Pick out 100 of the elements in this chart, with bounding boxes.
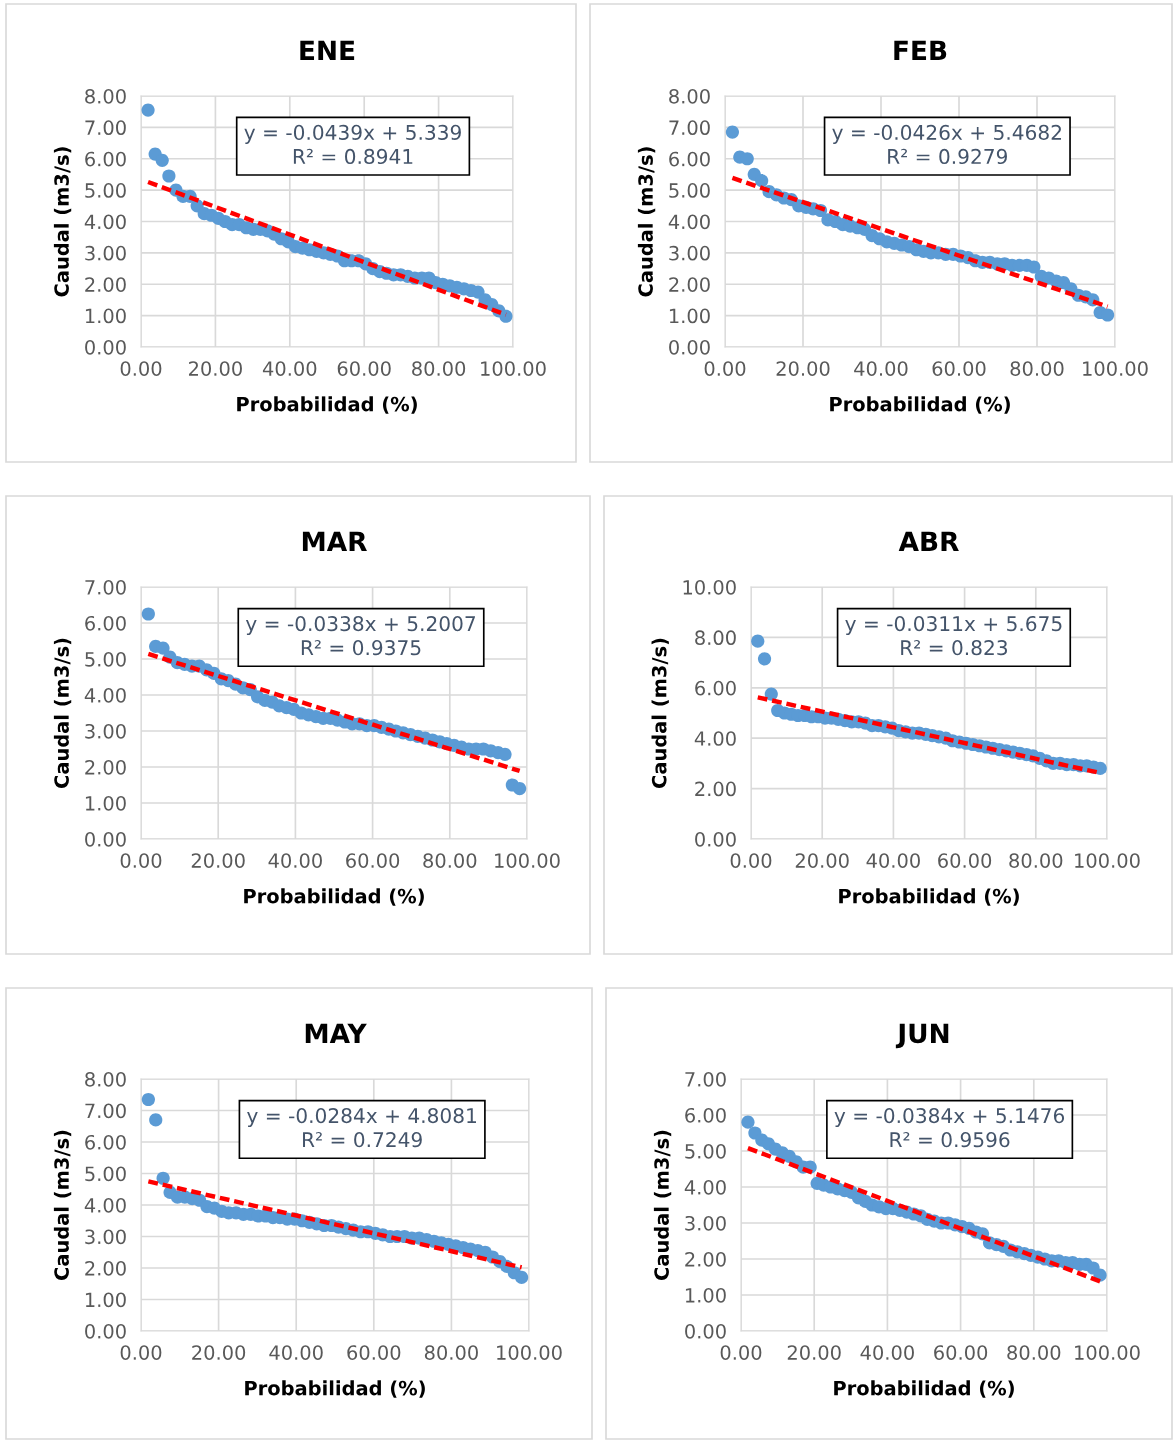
x-tick-label: 40.00 bbox=[860, 1345, 914, 1360]
y-tick-label: 8.00 bbox=[669, 88, 710, 104]
x-tick-label: 20.00 bbox=[787, 1345, 841, 1360]
y-tick-label: 3.00 bbox=[685, 1215, 726, 1231]
annotation: y = -0.0311x + 5.675 R² = 0.823 bbox=[845, 615, 1062, 656]
x-tick-label: 60.00 bbox=[346, 853, 400, 868]
y-tick-label: 7.00 bbox=[85, 1103, 126, 1119]
y-tick-label: 5.00 bbox=[669, 183, 710, 198]
x-tick-label: 20.00 bbox=[776, 361, 830, 376]
annotation: y = -0.0384x + 5.1476 R² = 0.9596 bbox=[834, 1107, 1065, 1148]
chart-title: FEB bbox=[894, 40, 947, 60]
x-tick-label: 60.00 bbox=[934, 1345, 988, 1360]
x-tick-label: 100.00 bbox=[481, 361, 546, 376]
y-tick-label: 1.00 bbox=[685, 1287, 726, 1303]
x-tick-label: 40.00 bbox=[269, 1345, 323, 1360]
x-tick-label: 60.00 bbox=[932, 361, 986, 376]
x-tick-label: 60.00 bbox=[938, 853, 992, 868]
y-tick-label: 1.00 bbox=[669, 308, 710, 324]
point bbox=[162, 169, 176, 183]
y-axis-title: Caudal (m3/s) bbox=[651, 638, 669, 789]
x-tick-label: 80.00 bbox=[424, 1345, 478, 1360]
y-tick-label: 8.00 bbox=[85, 1071, 126, 1087]
point bbox=[156, 1171, 170, 1185]
x-tick-label: 80.00 bbox=[1007, 1345, 1061, 1360]
y-tick-label: 4.00 bbox=[694, 731, 736, 746]
y-tick-label: 2.00 bbox=[85, 759, 126, 775]
x-tick-label: 40.00 bbox=[262, 361, 317, 376]
x-axis-title: Probabilidad (%) bbox=[830, 396, 1010, 414]
annotation: y = -0.0338x + 5.2007 R² = 0.9375 bbox=[245, 615, 475, 656]
x-axis-title: Probabilidad (%) bbox=[237, 396, 417, 414]
y-axis-title: Caudal (m3/s) bbox=[637, 147, 656, 297]
chart-title: ABR bbox=[898, 531, 959, 551]
point bbox=[741, 1115, 755, 1129]
x-axis-title: Probabilidad (%) bbox=[839, 888, 1019, 906]
y-tick-label: 0.00 bbox=[85, 831, 126, 847]
y-tick-label: 4.00 bbox=[684, 1179, 726, 1195]
x-tick-label: 40.00 bbox=[268, 853, 322, 868]
x-tick-label: 100.00 bbox=[1075, 1345, 1140, 1360]
point bbox=[156, 641, 170, 655]
x-tick-label: 80.00 bbox=[412, 361, 466, 376]
y-tick-label: 3.00 bbox=[85, 245, 126, 261]
y-tick-label: 0.00 bbox=[85, 339, 126, 355]
x-tick-label: 100.00 bbox=[1083, 361, 1148, 376]
point bbox=[515, 1270, 529, 1285]
y-tick-label: 7.00 bbox=[685, 1071, 726, 1087]
y-tick-label: 7.00 bbox=[669, 120, 710, 136]
x-tick-label: 0.00 bbox=[120, 853, 162, 868]
x-axis-title: Probabilidad (%) bbox=[834, 1380, 1014, 1398]
y-tick-label: 2.00 bbox=[85, 277, 126, 292]
y-tick-label: 6.00 bbox=[695, 680, 736, 696]
y-tick-label: 6.00 bbox=[685, 1107, 726, 1123]
x-tick-label: 20.00 bbox=[191, 853, 245, 868]
y-tick-label: 2.00 bbox=[85, 1260, 126, 1276]
x-tick-label: 80.00 bbox=[1009, 853, 1063, 868]
x-tick-label: 60.00 bbox=[337, 361, 391, 376]
x-tick-label: 0.00 bbox=[120, 1345, 162, 1360]
point bbox=[155, 153, 169, 167]
x-tick-label: 20.00 bbox=[188, 361, 242, 376]
annotation: y = -0.0284x + 4.8081 R² = 0.7249 bbox=[247, 1107, 476, 1148]
y-tick-label: 1.00 bbox=[85, 795, 126, 811]
x-tick-label: 0.00 bbox=[720, 1345, 762, 1360]
point bbox=[513, 782, 527, 796]
point bbox=[499, 309, 513, 323]
y-tick-label: 1.00 bbox=[85, 308, 126, 324]
chart-title: MAR bbox=[302, 531, 367, 551]
point bbox=[755, 174, 769, 188]
y-tick-label: 0.00 bbox=[85, 1323, 126, 1339]
point bbox=[740, 152, 754, 166]
y-tick-label: 5.00 bbox=[685, 1143, 726, 1159]
point bbox=[149, 1113, 163, 1127]
y-tick-label: 4.00 bbox=[668, 214, 710, 230]
point bbox=[751, 634, 765, 648]
x-tick-label: 0.00 bbox=[730, 853, 772, 868]
point bbox=[141, 1092, 155, 1107]
point bbox=[141, 607, 155, 621]
chart-title: MAY bbox=[305, 1023, 367, 1043]
point bbox=[764, 687, 778, 701]
point bbox=[1027, 260, 1041, 274]
y-axis-title: Caudal (m3/s) bbox=[53, 1130, 72, 1281]
point bbox=[498, 747, 512, 761]
y-tick-label: 10.00 bbox=[683, 579, 736, 595]
y-tick-label: 1.00 bbox=[85, 1292, 126, 1308]
x-tick-label: 100.00 bbox=[495, 853, 560, 868]
point bbox=[725, 125, 739, 139]
y-tick-label: 2.00 bbox=[695, 781, 736, 797]
y-tick-label: 5.00 bbox=[85, 1166, 126, 1182]
y-tick-label: 6.00 bbox=[669, 151, 710, 167]
y-tick-label: 0.00 bbox=[695, 831, 736, 847]
y-tick-label: 6.00 bbox=[85, 615, 126, 631]
x-tick-label: 40.00 bbox=[866, 853, 920, 868]
y-axis-title: Caudal (m3/s) bbox=[653, 1130, 672, 1281]
x-tick-label: 100.00 bbox=[497, 1345, 562, 1360]
point bbox=[141, 103, 155, 117]
y-tick-label: 0.00 bbox=[669, 339, 710, 355]
y-tick-label: 7.00 bbox=[85, 579, 126, 595]
y-tick-label: 4.00 bbox=[84, 214, 126, 230]
y-tick-label: 7.00 bbox=[85, 120, 126, 136]
annotation: y = -0.0426x + 5.4682 R² = 0.9279 bbox=[832, 124, 1061, 165]
y-tick-label: 0.00 bbox=[685, 1323, 726, 1339]
chart-title: JUN bbox=[895, 1023, 949, 1049]
